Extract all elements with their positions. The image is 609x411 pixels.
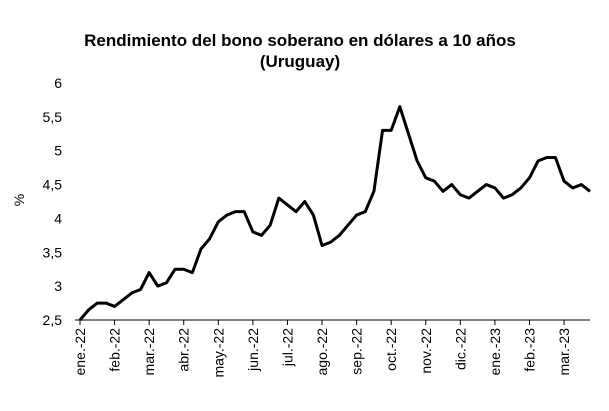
x-tick-label: sep.-22 xyxy=(349,328,365,375)
x-tick-label: nov.-22 xyxy=(418,328,434,374)
x-tick-label: ene.-22 xyxy=(72,328,88,376)
x-tick-label: may.-22 xyxy=(210,328,226,378)
y-tick-label: 3 xyxy=(54,278,62,294)
x-tick-label: jun.-22 xyxy=(245,328,261,372)
x-tick-label: oct.-22 xyxy=(383,328,399,371)
y-tick-label: 4,5 xyxy=(43,177,63,193)
x-tick-label: abr.-22 xyxy=(176,328,192,372)
x-tick-label: ene.-23 xyxy=(487,328,503,376)
x-tick-label: feb.-23 xyxy=(521,328,537,372)
y-tick-label: 5,5 xyxy=(43,109,63,125)
y-tick-label: 3,5 xyxy=(43,244,63,260)
x-tick-label: mar.-22 xyxy=(141,328,157,376)
x-tick-label: feb.-22 xyxy=(107,328,123,372)
x-tick-label: dic.-22 xyxy=(452,328,468,370)
y-tick-label: 5 xyxy=(54,143,62,159)
line-series xyxy=(78,105,591,321)
y-axis-label: % xyxy=(11,194,27,206)
chart-title: Rendimiento del bono soberano en dólares… xyxy=(84,31,516,71)
x-tick-label: mar.-23 xyxy=(556,328,572,376)
x-tick-label: ago.-22 xyxy=(314,328,330,376)
x-tick-label: jul.-22 xyxy=(279,328,295,367)
y-tick-label: 6 xyxy=(54,75,62,91)
y-tick-label: 2,5 xyxy=(43,312,63,328)
y-tick-label: 4 xyxy=(54,210,62,226)
